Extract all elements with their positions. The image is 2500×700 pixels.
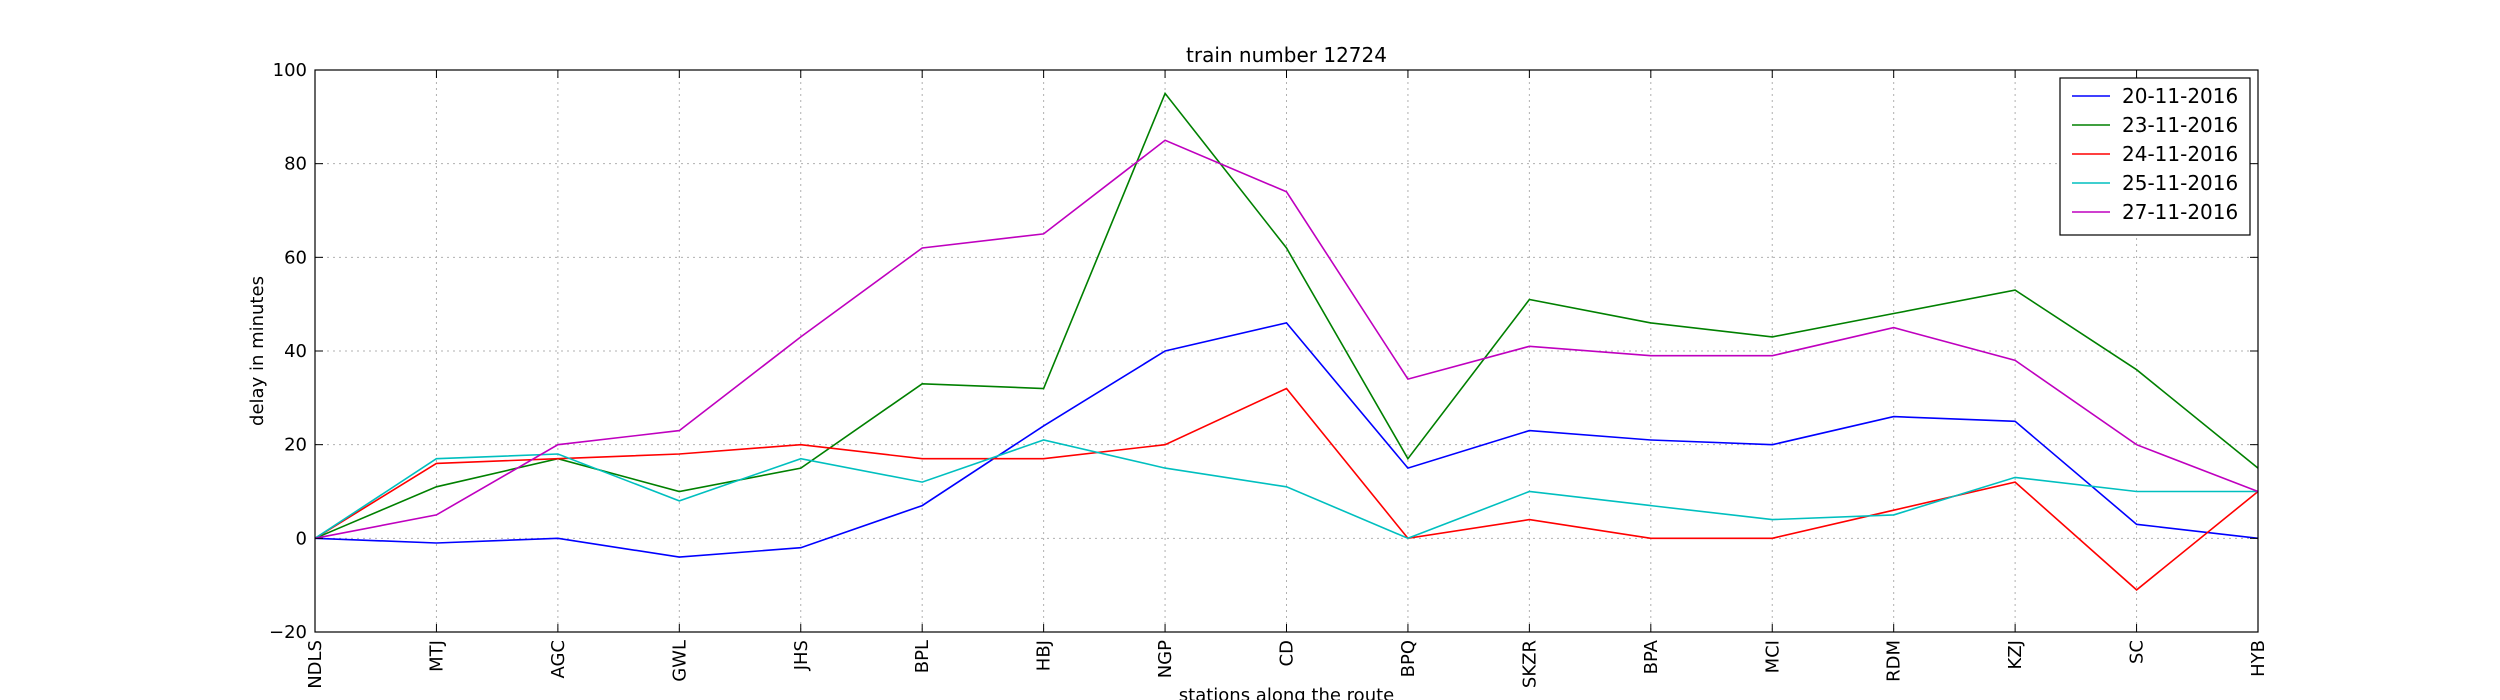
series-line-24-11-2016 (314, 387, 2259, 591)
x-tick-label: AGC (548, 640, 569, 679)
legend-label: 27-11-2016 (2122, 200, 2238, 224)
x-tick-label: BPA (1641, 639, 1662, 674)
y-tick-label: −20 (269, 622, 307, 643)
x-tick-label: HBJ (1034, 640, 1055, 671)
series-line-23-11-2016 (314, 91, 2259, 540)
x-tick-label: NDLS (305, 640, 326, 689)
series-line-20-11-2016 (314, 322, 2259, 558)
x-tick-label: JHS (791, 640, 812, 671)
legend: 20-11-2016 23-11-2016 24-11-2016 25-11-2016… (2059, 77, 2251, 236)
x-tick-label: KZJ (2005, 640, 2026, 669)
x-tick-label: NGP (1155, 640, 1176, 678)
x-tick-label: MTJ (426, 640, 447, 672)
y-tick-label: 40 (284, 341, 307, 362)
y-axis-label: delay in minutes (247, 276, 268, 426)
x-tick-label: BPQ (1398, 640, 1419, 677)
series-layer (314, 91, 2259, 591)
legend-label: 23-11-2016 (2122, 113, 2238, 137)
x-tick-label: HYB (2248, 640, 2269, 677)
chart-title: train number 12724 (1186, 43, 1387, 67)
legend-label: 24-11-2016 (2122, 142, 2238, 166)
series-line-27-11-2016 (314, 139, 2259, 540)
x-tick-label: SC (2127, 640, 2148, 664)
legend-label: 25-11-2016 (2122, 171, 2238, 195)
x-tick-label: CD (1277, 640, 1298, 666)
x-axis-label: stations along the route (1179, 685, 1394, 700)
y-tick-label: 60 (284, 247, 307, 268)
x-tick-label: RDM (1884, 640, 1905, 682)
x-tick-label: SKZR (1519, 640, 1540, 688)
x-tick-label: BPL (912, 640, 933, 673)
x-tick-label: MCI (1762, 640, 1783, 673)
legend-label: 20-11-2016 (2122, 84, 2238, 108)
y-tick-label: 80 (284, 154, 307, 175)
y-tick-label: 100 (273, 60, 307, 81)
y-tick-label: 0 (296, 528, 307, 549)
tick-layer: NDLS MTJ AGC GWL JHS BPL HBJ NGP CD BPQ SKZR BPA MCI… (269, 60, 2269, 689)
x-tick-label: GWL (669, 640, 690, 682)
y-tick-label: 20 (284, 435, 307, 456)
legend-box (2059, 77, 2251, 236)
series-line-25-11-2016 (314, 439, 2258, 540)
